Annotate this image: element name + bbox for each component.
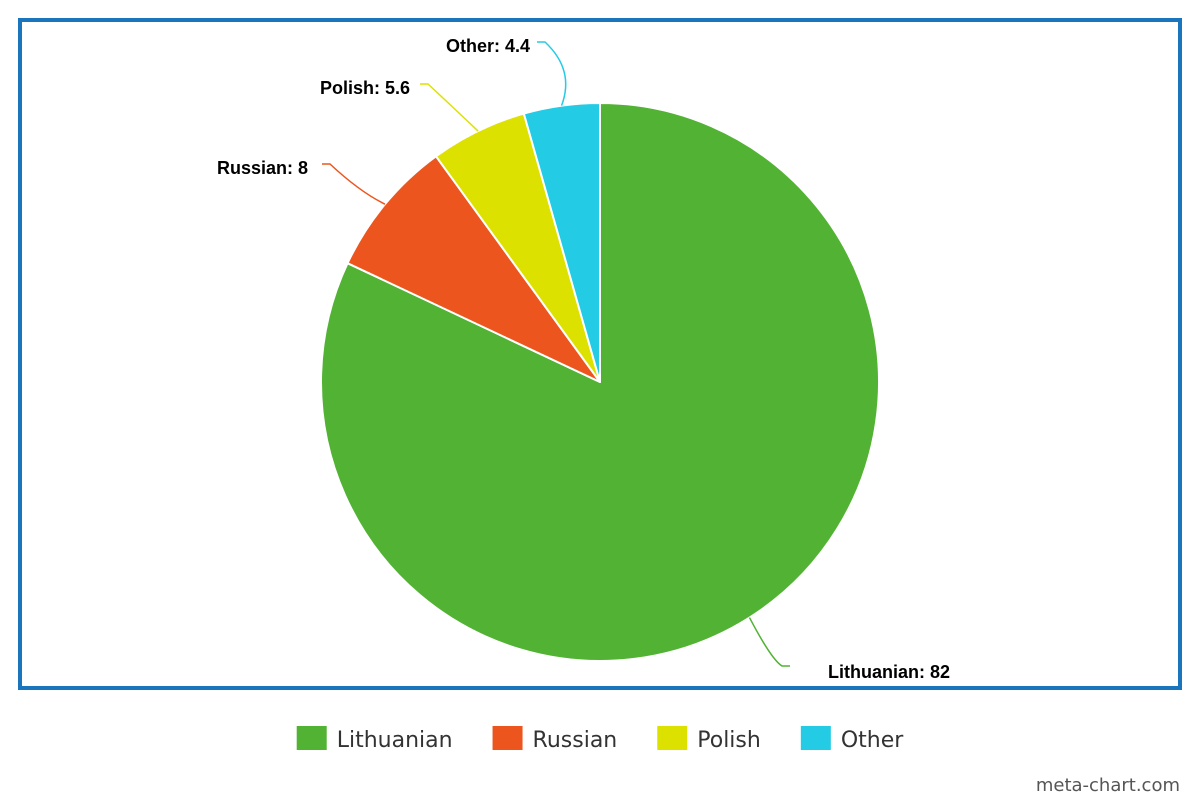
legend-label-russian: Russian <box>533 728 618 753</box>
connector-polish <box>420 83 479 132</box>
data-label-polish: Polish: 5.6 <box>320 78 410 98</box>
data-label-other: Other: 4.4 <box>446 36 530 56</box>
connector-russian <box>322 163 386 205</box>
legend-label-polish: Polish <box>697 728 761 753</box>
legend-swatch-other <box>800 726 831 750</box>
legend-item-other[interactable]: Other <box>800 726 904 753</box>
legend-swatch-lithuanian <box>296 726 327 750</box>
legend: Lithuanian Russian Polish Other <box>296 726 904 753</box>
watermark: meta-chart.com <box>1036 775 1180 796</box>
connectors-group <box>322 41 790 667</box>
data-label-lithuanian: Lithuanian: 82 <box>828 662 950 682</box>
slices-group <box>320 102 880 662</box>
legend-label-other: Other <box>841 728 904 753</box>
connector-other <box>537 41 567 106</box>
pie-slice-lithuanian[interactable] <box>320 102 880 662</box>
connector-lithuanian <box>748 617 790 667</box>
legend-item-russian[interactable]: Russian <box>492 726 618 753</box>
legend-item-lithuanian[interactable]: Lithuanian <box>296 726 453 753</box>
pie-slice-russian[interactable] <box>346 155 601 383</box>
legend-item-polish[interactable]: Polish <box>657 726 761 753</box>
legend-swatch-polish <box>657 726 688 750</box>
legend-label-lithuanian: Lithuanian <box>337 728 453 753</box>
labels-group: Lithuanian: 82 Russian: 8 Polish: 5.6 Other… <box>217 36 950 682</box>
data-label-russian: Russian: 8 <box>217 158 308 178</box>
legend-swatch-russian <box>492 726 523 750</box>
